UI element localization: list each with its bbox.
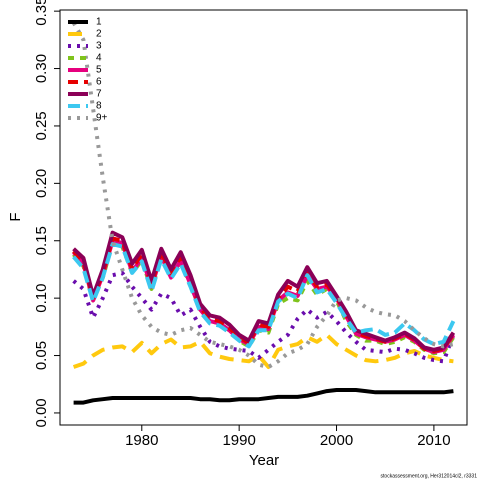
y-tick-label: 0.25 [33,111,50,140]
legend-label: 3 [96,41,102,52]
legend-label: 2 [96,29,102,40]
x-tick-label: 2000 [320,432,353,449]
series-line [72,332,454,369]
y-axis-label: F [7,212,24,221]
y-tick-label: 0.10 [33,284,50,313]
legend-label: 7 [96,89,102,100]
x-axis-label: Year [249,452,279,469]
y-tick-label: 0.05 [33,341,50,370]
x-tick-label: 1980 [125,432,158,449]
series-line [72,230,456,352]
footer: stockassessment.org, Her312014cl2, r3331 [381,473,478,479]
y-tick-label: 0.35 [33,0,50,26]
legend-label: 1 [96,17,102,28]
legend-label: 6 [96,77,102,88]
y-tick-label: 0.20 [33,169,50,198]
series-line [72,242,456,349]
y-tick-label: 0.30 [33,54,50,83]
series-line [71,21,454,369]
legend-label: 9+ [96,113,108,124]
series-line [72,270,456,364]
series-line [72,236,456,353]
legend-label: 4 [96,53,102,64]
plot-frame [59,9,468,426]
y-tick-label: 0.15 [33,226,50,255]
x-tick-label: 2010 [417,432,450,449]
legend-label: 5 [96,65,102,76]
series-line [73,388,454,405]
x-tick-label: 1990 [222,432,255,449]
legend-label: 8 [96,101,102,112]
y-tick-label: 0.00 [33,398,50,427]
